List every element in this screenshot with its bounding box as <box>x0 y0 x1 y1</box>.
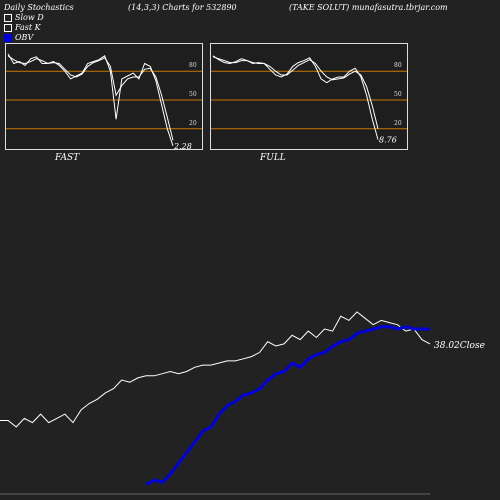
fast-fast-k-line <box>7 53 174 146</box>
chart-source: (TAKE SOLUT) munafasutra.tbrjar.com <box>289 3 448 12</box>
full-panel: 20 50 80 8.76 <box>210 43 408 150</box>
legend-swatch-obv <box>4 33 12 42</box>
full-slow-d-line <box>212 56 379 129</box>
legend-label-slow-d: Slow D <box>15 13 44 22</box>
legend-slow-d: Slow D <box>4 13 44 22</box>
full-last-value: 8.76 <box>379 136 397 145</box>
chart-params: (14,3,3) Charts for 532890 <box>128 3 237 12</box>
fast-ytick-20: 20 <box>189 120 197 127</box>
full-panel-label: FULL <box>260 153 286 163</box>
full-fast-k-line <box>212 55 379 140</box>
full-ytick-80: 80 <box>394 62 402 69</box>
legend-fast-k: Fast K <box>4 23 41 32</box>
legend-obv: OBV <box>4 33 33 42</box>
full-ytick-50: 50 <box>394 91 402 98</box>
fast-panel-label: FAST <box>55 153 80 163</box>
close-price-line <box>0 311 431 428</box>
fast-slow-d-line <box>7 55 174 141</box>
full-plot: 20 50 80 8.76 <box>211 55 407 145</box>
chart-title: Daily Stochastics <box>4 3 74 12</box>
close-value-label: 38.02Close <box>434 341 485 351</box>
legend-swatch-slow-d <box>4 13 12 22</box>
fast-plot: 20 50 80 2.28 <box>6 53 202 151</box>
fast-ytick-80: 80 <box>189 62 197 69</box>
fast-panel: 20 50 80 2.28 <box>5 43 203 151</box>
fast-last-value: 2.28 <box>173 142 192 149</box>
legend-label-fast-k: Fast K <box>15 23 41 32</box>
full-ytick-20: 20 <box>394 120 402 127</box>
fast-ytick-50: 50 <box>189 91 197 98</box>
legend-swatch-fast-k <box>4 23 12 32</box>
legend-label-obv: OBV <box>15 33 34 42</box>
obv-line <box>145 325 430 486</box>
